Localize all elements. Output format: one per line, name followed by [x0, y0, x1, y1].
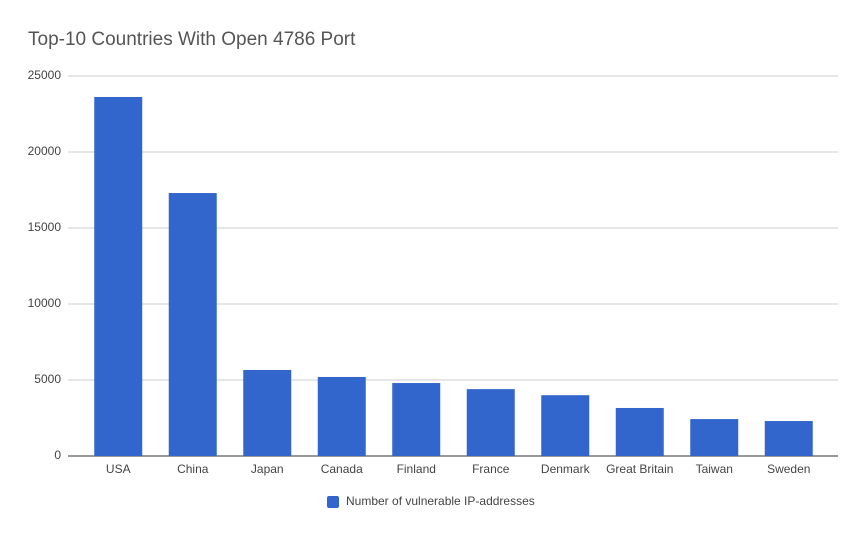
y-tick-label: 15000 — [28, 220, 62, 234]
x-tick-label: Taiwan — [696, 462, 733, 476]
bar — [392, 383, 441, 456]
y-tick-label: 25000 — [28, 68, 62, 82]
bar — [690, 419, 739, 456]
bar — [764, 421, 813, 456]
x-tick-label: Japan — [251, 462, 284, 476]
y-tick-label: 10000 — [28, 296, 62, 310]
legend-swatch — [327, 496, 339, 508]
legend-label: Number of vulnerable IP-addresses — [346, 494, 535, 508]
bar — [317, 376, 366, 456]
chart-title: Top-10 Countries With Open 4786 Port — [28, 29, 356, 50]
x-tick-label: USA — [106, 462, 131, 476]
x-tick-label: Finland — [397, 462, 436, 476]
bar — [94, 96, 143, 456]
y-tick-label: 5000 — [34, 372, 61, 386]
x-tick-label: Denmark — [541, 462, 591, 476]
x-tick-label: Sweden — [767, 462, 810, 476]
bar — [466, 389, 515, 456]
y-tick-label: 20000 — [28, 144, 62, 158]
x-tick-label: Canada — [321, 462, 363, 476]
x-tick-label: France — [472, 462, 510, 476]
bar — [168, 193, 217, 457]
bar — [541, 395, 590, 456]
x-tick-label: China — [177, 462, 209, 476]
y-tick-label: 0 — [54, 448, 61, 462]
bar — [243, 369, 292, 456]
bar — [615, 407, 664, 456]
x-tick-label: Great Britain — [606, 462, 673, 476]
